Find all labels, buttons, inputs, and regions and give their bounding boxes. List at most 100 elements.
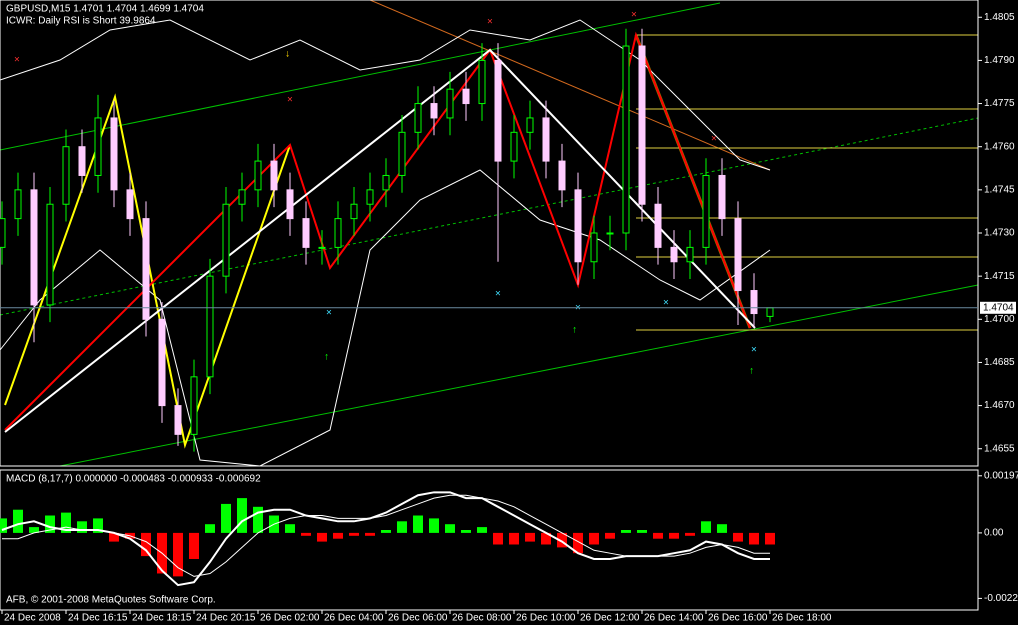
- candle-body: [414, 103, 422, 133]
- x-tick-label: 26 Dec 16:00: [708, 613, 768, 624]
- candle-body: [30, 189, 38, 306]
- y-tick-label: 1.4745: [984, 184, 1015, 195]
- candle-body: [702, 174, 710, 248]
- zigzag: [4, 48, 756, 433]
- y-tick-label: 0.00: [984, 528, 1004, 539]
- macd-bar: [221, 503, 231, 533]
- candle-body: [286, 189, 294, 220]
- candle-body: [46, 203, 54, 306]
- macd-bar: [557, 532, 567, 548]
- macd-bar: [493, 532, 503, 545]
- macd-bar: [237, 498, 247, 533]
- candle-body: [526, 117, 534, 133]
- macd-bar: [253, 506, 263, 533]
- candle-body: [558, 160, 566, 191]
- macd-bar: [717, 524, 727, 533]
- candle-body: [606, 232, 614, 235]
- marker: ×: [287, 95, 293, 106]
- macd-line: [2, 494, 770, 577]
- macd-bar: [317, 532, 327, 542]
- band-upper: [0, 19, 771, 171]
- macd-bar: [93, 518, 103, 533]
- candle-body: [574, 189, 582, 263]
- last-price-label: 1.4704: [983, 302, 1014, 313]
- macd-bar: [589, 532, 599, 545]
- candle-body: [78, 146, 86, 176]
- candle-body: [94, 117, 102, 176]
- macd-bar: [349, 532, 359, 536]
- candle-body: [654, 203, 662, 248]
- candle-body: [126, 189, 134, 220]
- candle-body: [302, 218, 310, 248]
- y-tick-label: 1.4715: [984, 271, 1015, 282]
- marker: ×: [663, 298, 669, 309]
- macd-bar: [301, 532, 311, 536]
- macd-bar: [653, 532, 663, 539]
- macd-bar: [333, 532, 343, 539]
- macd-bar: [621, 530, 631, 533]
- x-tick-label: 26 Dec 06:00: [388, 613, 448, 624]
- candle-body: [686, 246, 694, 263]
- candle-body: [238, 189, 246, 205]
- x-tick-label: 26 Dec 08:00: [452, 613, 512, 624]
- y-tick-label: 1.4655: [984, 443, 1015, 454]
- candle-body: [14, 189, 22, 220]
- candle-body: [462, 88, 470, 105]
- chart-title: GBPUSD,M15 1.4701 1.4704 1.4699 1.4704: [6, 4, 204, 15]
- candle-body: [494, 59, 502, 162]
- candle-body: [750, 290, 758, 315]
- y-tick-label: 1.4760: [984, 141, 1015, 152]
- y-tick-label: 1.4775: [984, 98, 1015, 109]
- zigzag: [4, 93, 291, 449]
- candle-body: [446, 88, 454, 119]
- candle-body: [382, 174, 390, 191]
- y-tick-label: 1.4670: [984, 400, 1015, 411]
- macd-bar: [381, 530, 391, 533]
- macd-bar: [205, 524, 215, 533]
- candle-body: [766, 307, 774, 317]
- candle-body: [110, 117, 118, 191]
- candle-body: [430, 103, 438, 119]
- macd-bar: [0, 518, 7, 533]
- marker: ×: [631, 10, 637, 21]
- x-tick-label: 26 Dec 04:00: [324, 613, 384, 624]
- macd-bar: [541, 532, 551, 545]
- candle-body: [174, 405, 182, 435]
- macd-bar: [637, 530, 647, 533]
- candle-body: [350, 203, 358, 220]
- y-tick-label: 1.4805: [984, 12, 1015, 23]
- macd-bar: [173, 532, 183, 577]
- candle-body: [0, 218, 6, 248]
- macd-bar: [733, 532, 743, 542]
- trend-line: [0, 117, 979, 316]
- macd-bar: [141, 532, 151, 557]
- macd-bar: [749, 532, 759, 545]
- x-tick-label: 24 Dec 18:15: [132, 613, 192, 624]
- chart-subtitle: ICWR: Daily RSI is Short 39.9864: [6, 16, 156, 27]
- macd-bar: [765, 532, 775, 545]
- candle-body: [366, 189, 374, 205]
- macd-bar: [685, 532, 695, 536]
- x-tick-label: 26 Dec 18:00: [772, 613, 832, 624]
- candle-body: [398, 131, 406, 176]
- candle-body: [590, 232, 598, 263]
- macd-bar: [429, 518, 439, 533]
- candle-body: [334, 218, 342, 248]
- last-price-box: [980, 301, 1016, 314]
- y-tick-label: 1.4790: [984, 55, 1015, 66]
- candle-body: [510, 131, 518, 162]
- macd-bar: [445, 524, 455, 533]
- macd-bar: [77, 521, 87, 533]
- candle-body: [718, 174, 726, 220]
- candle-body: [222, 203, 230, 277]
- x-tick-label: 24 Dec 20:15: [196, 613, 256, 624]
- marker: ×: [487, 17, 493, 28]
- macd-bar: [605, 532, 615, 539]
- candle-body: [622, 45, 630, 234]
- macd-bar: [669, 532, 679, 539]
- band-lower: [0, 169, 771, 467]
- marker: ×: [751, 345, 757, 356]
- candle-body: [318, 246, 326, 249]
